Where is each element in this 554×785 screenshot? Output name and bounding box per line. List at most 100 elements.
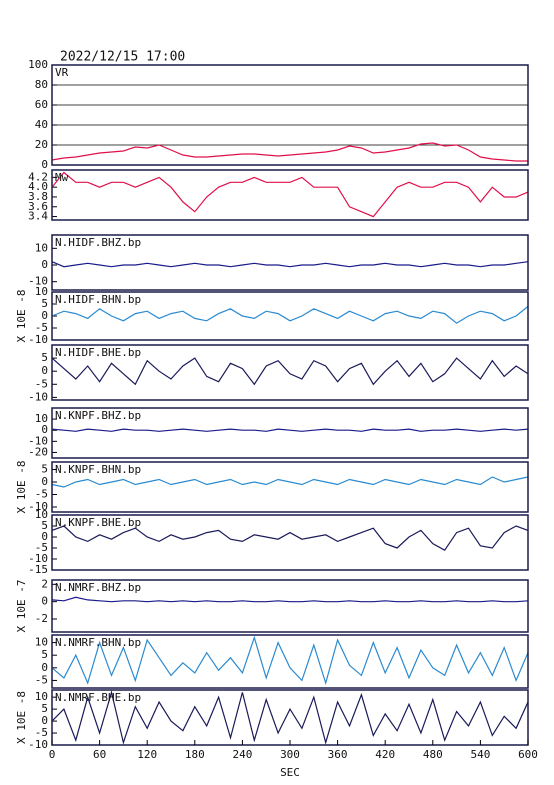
y-tick-label: 5 bbox=[41, 463, 48, 476]
y-tick-label: 4.2 bbox=[28, 170, 48, 183]
panel-frame bbox=[51, 634, 529, 689]
x-tick-label: 300 bbox=[280, 748, 300, 761]
y-tick-label: 10 bbox=[35, 636, 48, 649]
y-tick-label: 0 bbox=[41, 423, 48, 436]
panel-frame bbox=[51, 579, 529, 633]
y-tick-label: -20 bbox=[28, 445, 48, 458]
x-tick-label: 60 bbox=[93, 748, 106, 761]
panel-frame bbox=[51, 291, 529, 341]
x-tick-label: 420 bbox=[375, 748, 395, 761]
y-axis-label: X 10E -7 bbox=[15, 580, 28, 633]
x-tick-label: 600 bbox=[518, 748, 538, 761]
y-tick-label: -10 bbox=[28, 738, 48, 751]
y-tick-label: -15 bbox=[28, 563, 48, 576]
y-tick-label: 3.8 bbox=[28, 190, 48, 203]
y-tick-label: 100 bbox=[28, 58, 48, 71]
panel-frame bbox=[51, 344, 529, 401]
y-tick-label: 0 bbox=[41, 158, 48, 171]
y-tick-label: 10 bbox=[35, 412, 48, 425]
y-tick-label: 20 bbox=[35, 138, 48, 151]
trace bbox=[51, 525, 529, 551]
y-tick-label: 10 bbox=[35, 241, 48, 254]
panel-label: N.KNPF.BHE.bp bbox=[55, 516, 141, 529]
x-tick-label: 0 bbox=[49, 748, 56, 761]
y-tick-label: -5 bbox=[35, 673, 48, 686]
y-tick-label: 5 bbox=[41, 297, 48, 310]
y-tick-label: 5 bbox=[41, 351, 48, 364]
y-axis-label: X 10E -8 bbox=[15, 461, 28, 514]
panel-label: N.KNPF.BHN.bp bbox=[55, 463, 141, 476]
y-tick-label: 0 bbox=[41, 530, 48, 543]
y-tick-label: 4.0 bbox=[28, 180, 48, 193]
panel-label: Mw bbox=[55, 171, 69, 184]
y-tick-label: -10 bbox=[28, 390, 48, 403]
y-tick-label: 2 bbox=[41, 577, 48, 590]
y-tick-label: -2 bbox=[35, 612, 48, 625]
y-tick-label: 3.6 bbox=[28, 200, 48, 213]
trace bbox=[51, 142, 528, 162]
y-tick-label: 60 bbox=[35, 98, 48, 111]
y-tick-label: -10 bbox=[28, 434, 48, 447]
panel-label: N.NMRF.BHZ.bp bbox=[55, 581, 141, 594]
panel-frame bbox=[51, 461, 529, 513]
panel-frame bbox=[51, 514, 529, 571]
y-tick-label: -10 bbox=[28, 275, 48, 288]
x-tick-label: 360 bbox=[328, 748, 348, 761]
x-tick-label: 480 bbox=[423, 748, 443, 761]
panel-frame bbox=[51, 407, 529, 459]
y-tick-label: 40 bbox=[35, 118, 48, 131]
trace bbox=[51, 476, 529, 488]
y-tick-label: 5 bbox=[41, 648, 48, 661]
panel-label: VR bbox=[55, 66, 69, 79]
y-tick-label: 3.4 bbox=[28, 210, 48, 223]
x-tick-label: 120 bbox=[137, 748, 157, 761]
panel-frame bbox=[51, 234, 529, 291]
y-axis-label: X 10E -8 bbox=[15, 691, 28, 744]
x-tick-label: 240 bbox=[232, 748, 252, 761]
y-tick-label: -10 bbox=[28, 333, 48, 346]
panel-label: N.NMRF.BHE.bp bbox=[55, 691, 141, 704]
y-axis-label: X 10E -8 bbox=[15, 290, 28, 343]
y-tick-label: -5 bbox=[35, 321, 48, 334]
trace bbox=[51, 171, 529, 218]
y-tick-label: 0 bbox=[41, 364, 48, 377]
panel-frame bbox=[51, 169, 529, 221]
trace bbox=[51, 596, 529, 603]
panel-label: N.HIDF.BHE.bp bbox=[55, 346, 141, 359]
y-tick-label: 5 bbox=[41, 702, 48, 715]
y-tick-label: -10 bbox=[28, 500, 48, 513]
y-tick-label: 0 bbox=[41, 475, 48, 488]
y-tick-label: 0 bbox=[41, 595, 48, 608]
x-axis-label: SEC bbox=[280, 766, 300, 779]
x-tick-label: 180 bbox=[185, 748, 205, 761]
panel-label: N.HIDF.BHN.bp bbox=[55, 293, 141, 306]
panel-label: N.NMRF.BHN.bp bbox=[55, 636, 141, 649]
y-tick-label: 10 bbox=[35, 285, 48, 298]
y-tick-label: -5 bbox=[35, 541, 48, 554]
trace bbox=[51, 261, 529, 268]
trace bbox=[51, 635, 529, 686]
y-tick-label: 0 bbox=[41, 309, 48, 322]
y-tick-label: 0 bbox=[41, 661, 48, 674]
trace bbox=[51, 428, 529, 432]
panel-label: N.KNPF.BHZ.bp bbox=[55, 409, 141, 422]
y-tick-label: -5 bbox=[35, 377, 48, 390]
y-tick-label: 10 bbox=[35, 690, 48, 703]
trace bbox=[51, 690, 529, 745]
y-tick-label: 10 bbox=[35, 508, 48, 521]
y-tick-label: 0 bbox=[41, 258, 48, 271]
panel-label: N.HIDF.BHZ.bp bbox=[55, 236, 141, 249]
y-tick-label: -10 bbox=[28, 552, 48, 565]
trace bbox=[51, 357, 529, 386]
y-tick-label: -5 bbox=[35, 488, 48, 501]
y-tick-label: 5 bbox=[41, 519, 48, 532]
x-tick-label: 540 bbox=[470, 748, 490, 761]
chart-title: 2022/12/15 17:00 bbox=[60, 50, 185, 65]
trace bbox=[51, 305, 529, 324]
panel-frame bbox=[51, 64, 529, 166]
y-tick-label: 80 bbox=[35, 78, 48, 91]
y-tick-label: -5 bbox=[35, 726, 48, 739]
y-tick-label: 0 bbox=[41, 714, 48, 727]
